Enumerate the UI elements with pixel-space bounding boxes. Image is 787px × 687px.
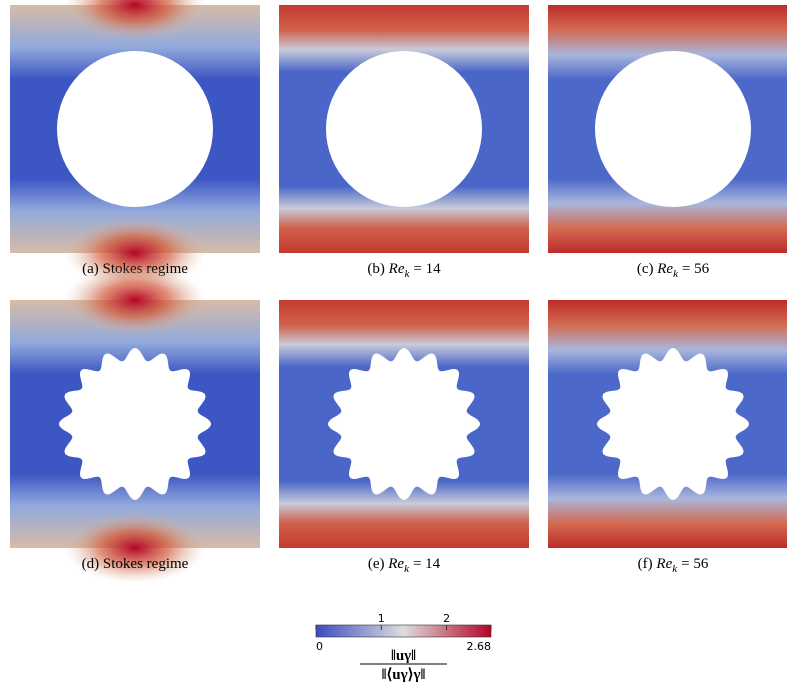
tick-label: 2 bbox=[443, 612, 450, 625]
tick-label: 1 bbox=[378, 612, 385, 625]
obstacle bbox=[57, 51, 213, 207]
colorbar bbox=[315, 624, 492, 638]
caption-label: (f) bbox=[638, 556, 653, 572]
obstacle bbox=[597, 348, 749, 500]
caption-rest: = 56 bbox=[682, 261, 710, 277]
caption-label: (e) bbox=[368, 556, 385, 572]
caption-var: Re bbox=[655, 556, 672, 572]
hot-spot bbox=[65, 265, 205, 335]
caption: (c) Rek = 56 bbox=[637, 261, 710, 280]
caption-sub: k bbox=[404, 563, 410, 575]
panel bbox=[279, 5, 529, 253]
obstacle bbox=[328, 348, 480, 500]
tick-label: 0 bbox=[316, 640, 323, 653]
hot-spot bbox=[65, 0, 205, 40]
caption-label: (d) bbox=[82, 556, 100, 572]
caption: (e) Rek = 14 bbox=[368, 556, 441, 575]
colorbar-numerator: ‖uγ‖ bbox=[391, 648, 416, 664]
caption-var: Re bbox=[387, 556, 404, 572]
colorbar-denominator: ‖⟨uγ⟩γ‖ bbox=[382, 667, 426, 683]
panel bbox=[279, 300, 529, 548]
panel bbox=[10, 0, 260, 288]
tick-label: 2.68 bbox=[467, 640, 492, 653]
caption-rest: = 14 bbox=[413, 556, 441, 572]
obstacle bbox=[595, 51, 751, 207]
caption-sub: k bbox=[672, 563, 678, 575]
caption-sub: k bbox=[404, 268, 410, 280]
caption-var: Re bbox=[388, 261, 405, 277]
obstacle bbox=[326, 51, 482, 207]
obstacle bbox=[59, 348, 211, 500]
caption-label: (b) bbox=[367, 261, 385, 277]
caption-var: Re bbox=[656, 261, 673, 277]
caption: (f) Rek = 56 bbox=[638, 556, 709, 575]
caption-label: (c) bbox=[637, 261, 654, 277]
caption-sub: k bbox=[673, 268, 679, 280]
hot-spot bbox=[65, 513, 205, 583]
caption: (d) Stokes regime bbox=[82, 556, 189, 572]
caption-rest: = 14 bbox=[413, 261, 441, 277]
panel bbox=[10, 265, 260, 583]
caption-rest: = 56 bbox=[681, 556, 709, 572]
panel bbox=[548, 300, 787, 548]
panel bbox=[548, 5, 787, 253]
caption-text: Stokes regime bbox=[103, 556, 189, 572]
caption: (b) Rek = 14 bbox=[367, 261, 441, 280]
